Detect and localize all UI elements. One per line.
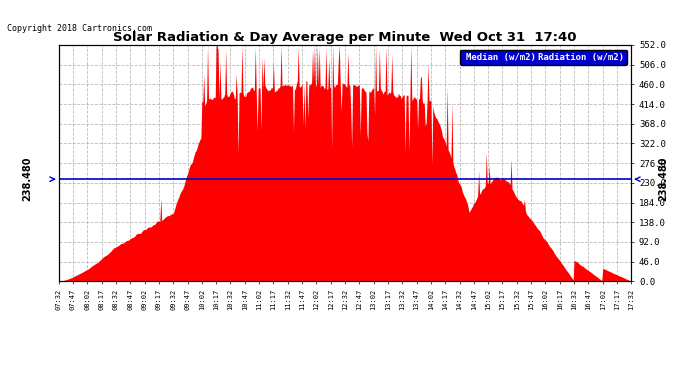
Text: Copyright 2018 Cartronics.com: Copyright 2018 Cartronics.com xyxy=(7,24,152,33)
Text: 238.480: 238.480 xyxy=(22,157,32,201)
Legend: Median (w/m2), Radiation (w/m2): Median (w/m2), Radiation (w/m2) xyxy=(460,50,627,64)
Title: Solar Radiation & Day Average per Minute  Wed Oct 31  17:40: Solar Radiation & Day Average per Minute… xyxy=(113,31,577,44)
Text: 238.480: 238.480 xyxy=(658,157,668,201)
